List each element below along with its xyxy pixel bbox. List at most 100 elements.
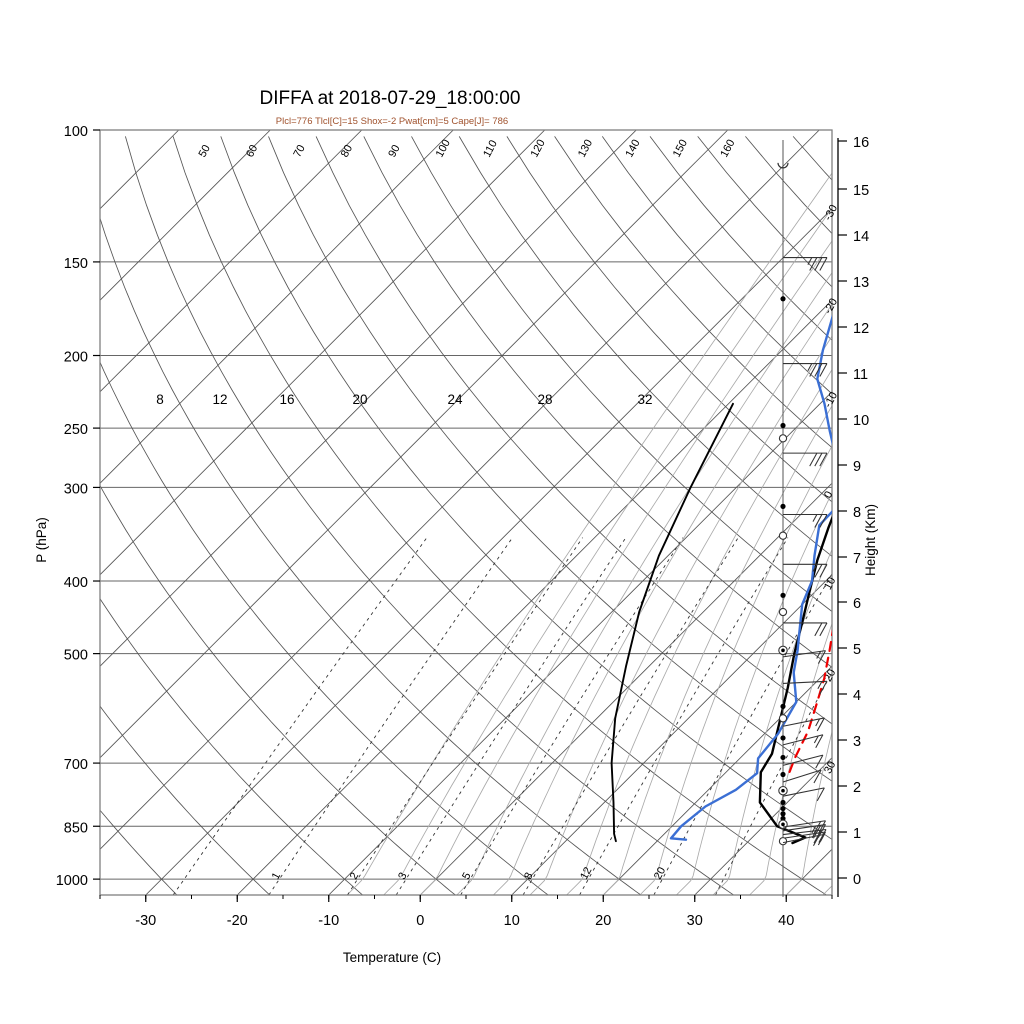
wind-barb-shaft (782, 680, 827, 684)
wind-level-dot (780, 592, 786, 598)
mixing-ratio-line (522, 537, 739, 895)
moist-adiabat-label: 28 (537, 392, 552, 407)
wind-level-target-core (781, 788, 785, 793)
wind-level-open-circle (778, 531, 788, 540)
isotherm-line (100, 130, 546, 576)
dry-adiabat-line (411, 136, 832, 613)
height-tick-label: 2 (853, 780, 861, 796)
isotherm-line (602, 665, 832, 895)
mixing-ratio-line (579, 537, 789, 895)
wind-barb-full-feather (819, 622, 828, 637)
isotherm-line (100, 130, 637, 667)
isotherm-label-right: 20 (822, 667, 838, 683)
wind-barb-full-feather (814, 452, 823, 467)
dry-adiabat-label: 90 (386, 143, 402, 159)
isotherm-line (100, 130, 820, 850)
wind-barb-full-feather (813, 829, 822, 844)
sounding-indices-subtitle: Plcl=776 Tlcl[C]=15 Shox=-2 Pwat[cm]=5 C… (276, 116, 508, 127)
moist-adiabat-line (676, 491, 832, 895)
height-tick-label: 6 (853, 596, 861, 612)
wind-barb-half-feather (811, 825, 817, 834)
sounding-traces (610, 314, 832, 845)
moist-adiabat-line (419, 240, 832, 895)
isotherm-line (100, 130, 271, 301)
temperature-tick-label: -20 (227, 913, 248, 929)
height-tick-label: 15 (853, 183, 869, 199)
moist-adiabat-line (639, 445, 832, 895)
page-title: DIFFA at 2018-07-29_18:00:00 (260, 88, 521, 109)
isotherm-label-right: 10 (822, 575, 838, 591)
dry-adiabat-line (268, 136, 832, 782)
wind-barb-full-feather (814, 257, 823, 271)
temperature-tick-label: 10 (504, 913, 520, 929)
height-tick-label: 1 (853, 826, 861, 842)
moist-adiabat-line (493, 303, 832, 895)
wind-barb-full-feather (816, 787, 825, 802)
height-tick-label: 10 (853, 413, 869, 429)
wind-barb (782, 833, 825, 844)
height-tick-label: 0 (853, 872, 861, 888)
mixing-ratio-line (460, 537, 684, 895)
dry-adiabat-label: 80 (339, 143, 355, 159)
height-tick-label: 16 (853, 135, 869, 151)
pressure-tick-label: 150 (64, 256, 88, 272)
isotherm-label-right: 30 (822, 759, 838, 775)
wind-barb-full-feather (817, 650, 826, 664)
moist-adiabat-line (785, 729, 832, 895)
wind-barb-shaft (782, 734, 824, 746)
mixing-ratio-label: 5 (460, 871, 473, 882)
height-tick-label: 12 (853, 321, 869, 337)
mixing-ratio-label: 3 (396, 871, 409, 882)
moist-adiabat-label: 24 (447, 392, 463, 407)
dry-adiabat-label: 50 (197, 143, 213, 159)
wind-barb-full-feather (819, 363, 828, 377)
mixing-ratio-line (172, 537, 428, 895)
mixing-ratio-label: 8 (522, 871, 535, 882)
wind-barb-half-feather (817, 681, 823, 689)
wind-level-open-circle (778, 434, 788, 443)
wind-barb-column (777, 140, 828, 897)
wind-barb-full-feather (815, 734, 824, 748)
wind-barb-half-feather (816, 651, 822, 659)
wind-barb (783, 257, 828, 271)
wind-level-target-core (781, 822, 785, 827)
moist-adiabat-line (749, 622, 832, 895)
dry-adiabat-line (554, 136, 832, 449)
wind-level-dot (780, 735, 786, 741)
wind-level-dot (780, 811, 786, 817)
mixing-ratio-label: 20 (652, 865, 668, 881)
dry-adiabat-line (458, 136, 832, 557)
height-tick-label: 9 (853, 459, 861, 475)
sounding-trace-temperature (758, 515, 832, 845)
x-axis-title: Temperature (C) (343, 950, 441, 965)
isotherm-line (236, 299, 832, 895)
wind-barb-full-feather (814, 622, 823, 637)
height-tick-label: 7 (853, 551, 861, 567)
wind-barb-top-cap (777, 162, 789, 169)
wind-barb (782, 820, 826, 835)
wind-barb-half-feather (815, 718, 821, 727)
wind-barb-half-feather (807, 257, 813, 265)
moist-adiabat-line (712, 548, 832, 895)
height-tick-label: 11 (853, 367, 868, 383)
wind-barb-shaft (782, 717, 825, 727)
wind-barb-full-feather (813, 769, 822, 784)
temperature-tick-label: 30 (687, 913, 703, 929)
wind-barb-shaft (782, 769, 822, 783)
dry-adiabat-line (220, 136, 832, 840)
wind-barb (782, 787, 825, 802)
y-axis-title: P (hPa) (34, 517, 49, 563)
wind-barb-half-feather (812, 514, 818, 522)
wind-barb (783, 622, 828, 637)
wind-barb-full-feather (819, 257, 828, 271)
dry-adiabat-line (363, 136, 832, 668)
wind-barb-full-feather (816, 717, 825, 732)
moist-adiabat-line (346, 172, 832, 895)
pressure-tick-label: 400 (64, 575, 88, 591)
wind-barb-full-feather (814, 514, 823, 528)
wind-barb (782, 650, 826, 664)
